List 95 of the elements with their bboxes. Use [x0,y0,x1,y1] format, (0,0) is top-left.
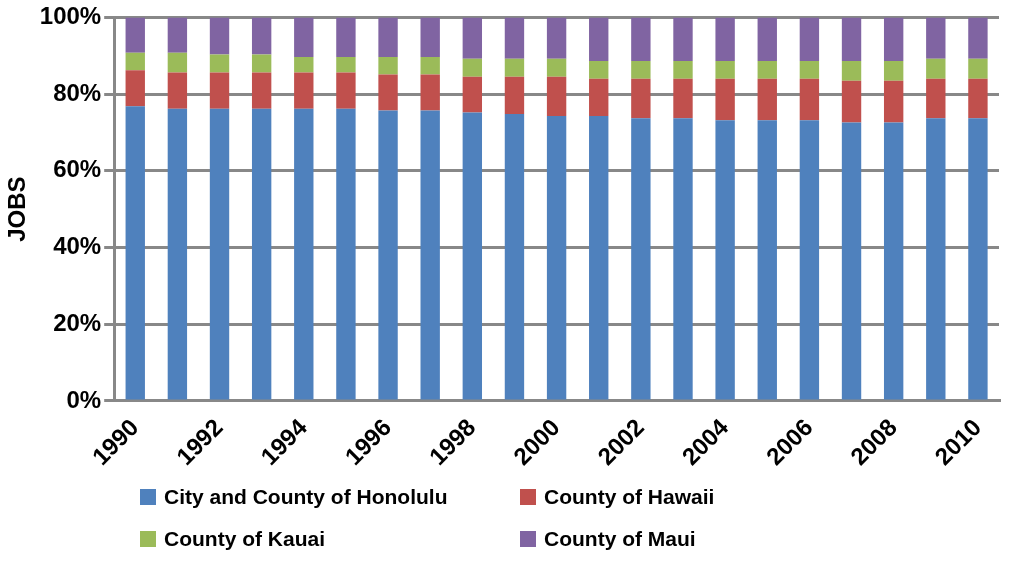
bar [631,118,651,400]
bar [841,80,862,123]
bar [968,118,988,400]
bar [251,72,272,109]
bar [926,58,946,79]
y-tick-label: 40% [53,232,102,260]
bar [968,17,988,59]
bar [251,108,272,400]
bar [378,110,398,400]
bar [589,78,609,116]
bar [926,78,946,119]
bar [420,56,440,75]
bar [167,52,188,73]
legend-label: County of Maui [544,527,696,551]
bar [799,120,820,400]
bar [673,78,693,119]
bar [757,17,777,62]
bar [125,17,145,53]
bar [125,106,145,400]
bar [841,122,862,400]
bar [589,61,609,79]
bar [883,17,904,62]
bar [336,108,356,400]
bar [420,110,440,400]
bar [926,118,946,400]
bar [209,17,230,55]
bar [631,17,651,62]
bar [504,76,525,115]
bar [462,76,483,113]
bar [167,72,188,109]
bar [841,61,862,81]
bar [336,56,356,73]
bar [504,114,525,400]
bar [715,120,735,400]
bar [462,112,483,400]
bar [715,78,735,121]
bar [209,108,230,400]
bar [546,115,567,400]
bar [209,72,230,109]
bar [757,78,777,121]
bar [799,78,820,121]
bar [757,61,777,79]
bar [378,56,398,75]
bar [799,17,820,62]
bar [378,74,398,111]
bar [546,58,567,77]
bar [631,61,651,79]
y-axis-title: JOBS [3,176,31,242]
bar [209,54,230,73]
bar [420,17,440,57]
y-tick-label: 20% [53,308,102,336]
bar [757,120,777,400]
bar [336,17,356,57]
bar [968,78,988,119]
bar [167,17,188,53]
bar [294,108,314,400]
bar [589,17,609,62]
legend-label: County of Hawaii [544,485,715,509]
bar [167,108,188,400]
y-tick-label: 60% [53,155,102,183]
bar [294,17,314,57]
bar [546,76,567,116]
bar [546,17,567,59]
bar [336,72,356,109]
bar [504,17,525,59]
bar [462,58,483,77]
bar [883,61,904,81]
bar [631,78,651,119]
bar [715,17,735,62]
bar [504,58,525,77]
bar [294,56,314,73]
bar [125,52,145,71]
bar [673,118,693,400]
bar [673,61,693,79]
bar [125,70,145,107]
bar [294,72,314,109]
bar [251,54,272,73]
legend-label: City and County of Honolulu [164,485,448,509]
bar [926,17,946,59]
bar [883,80,904,123]
y-tick-label: 80% [53,78,102,106]
bar [378,17,398,57]
bar [589,115,609,400]
bar [841,17,862,62]
legend-label: County of Kauai [164,527,325,551]
bar [715,61,735,79]
bar [883,122,904,400]
y-tick-label: 100% [39,2,102,30]
bar [420,74,440,111]
bar [462,17,483,59]
bar [799,61,820,79]
bar [673,17,693,62]
y-tick-label: 0% [66,385,102,413]
bar [251,17,272,55]
bar [968,58,988,79]
